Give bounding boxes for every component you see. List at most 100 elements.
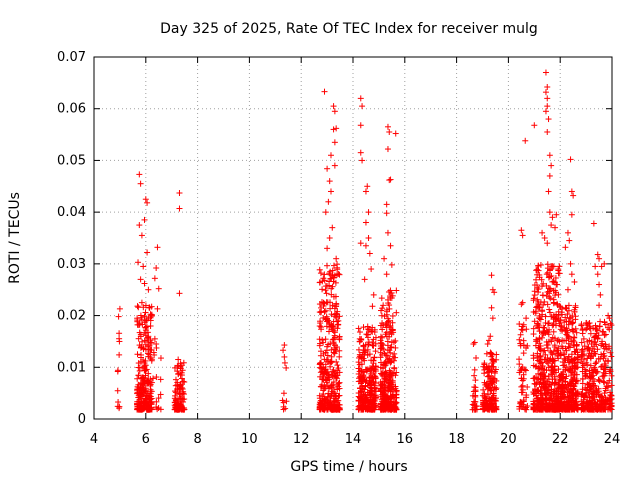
roti-point	[383, 394, 390, 401]
roti-point	[328, 275, 335, 282]
roti-point	[517, 342, 524, 349]
roti-point	[518, 227, 525, 234]
roti-point	[557, 317, 564, 324]
roti-point	[336, 347, 343, 354]
roti-point	[357, 122, 364, 129]
roti-point	[580, 335, 587, 342]
roti-point	[364, 323, 371, 330]
roti-point	[572, 325, 579, 332]
roti-point	[594, 335, 601, 342]
roti-point	[372, 363, 379, 370]
roti-point	[566, 237, 573, 244]
roti-point	[317, 400, 324, 407]
roti-point	[518, 366, 525, 373]
roti-point	[591, 396, 598, 403]
roti-point	[330, 103, 337, 110]
roti-point	[536, 328, 543, 335]
roti-point	[145, 286, 152, 293]
x-tick-label: 10	[241, 432, 258, 447]
roti-point	[141, 399, 148, 406]
roti-point	[516, 336, 523, 343]
roti-point	[384, 338, 391, 345]
roti-point	[598, 351, 605, 358]
roti-point	[540, 329, 547, 336]
roti-point	[180, 391, 187, 398]
roti-point	[578, 390, 585, 397]
roti-point	[594, 368, 601, 375]
roti-point	[142, 196, 149, 203]
roti-point	[283, 364, 290, 371]
roti-point	[600, 378, 607, 385]
roti-point	[384, 146, 391, 153]
roti-point	[523, 315, 530, 322]
roti-point	[378, 295, 385, 302]
roti-point	[330, 126, 337, 133]
roti-point	[157, 391, 164, 398]
roti-point	[516, 321, 523, 328]
roti-point	[567, 260, 574, 267]
roti-point	[377, 333, 384, 340]
roti-point	[518, 326, 525, 333]
roti-point	[371, 354, 378, 361]
roti-point	[564, 311, 571, 318]
roti-point	[388, 384, 395, 391]
roti-point	[391, 357, 398, 364]
roti-point	[484, 365, 491, 372]
roti-point	[135, 394, 142, 401]
roti-point	[492, 366, 499, 373]
roti-point	[318, 324, 325, 331]
roti-point	[172, 389, 179, 396]
roti-point	[541, 347, 548, 354]
roti-point	[385, 386, 392, 393]
roti-point	[524, 342, 531, 349]
roti-point	[518, 389, 525, 396]
roti-point	[322, 307, 329, 314]
roti-point	[368, 328, 375, 335]
roti-point	[568, 271, 575, 278]
roti-point	[360, 324, 367, 331]
roti-point	[543, 271, 550, 278]
roti-point	[486, 372, 493, 379]
roti-point	[596, 402, 603, 409]
roti-point	[386, 377, 393, 384]
roti-point	[493, 406, 500, 413]
roti-point	[580, 400, 587, 407]
roti-point	[598, 364, 605, 371]
roti-point	[326, 328, 333, 335]
roti-point	[359, 403, 366, 410]
roti-point	[548, 162, 555, 169]
roti-point	[537, 353, 544, 360]
roti-point	[583, 319, 590, 326]
roti-point	[540, 380, 547, 387]
roti-point	[571, 358, 578, 365]
roti-point	[383, 311, 390, 318]
roti-point	[537, 400, 544, 407]
roti-point	[597, 291, 604, 298]
roti-point	[570, 386, 577, 393]
roti-point	[322, 209, 329, 216]
roti-point	[137, 333, 144, 340]
roti-point	[602, 321, 609, 328]
roti-point	[148, 312, 155, 319]
roti-point	[579, 375, 586, 382]
roti-point	[583, 326, 590, 333]
roti-point	[138, 232, 145, 239]
roti-point	[542, 313, 549, 320]
roti-point	[555, 312, 562, 319]
roti-point	[533, 322, 540, 329]
roti-point	[545, 406, 552, 413]
roti-point	[535, 405, 542, 412]
roti-point	[331, 139, 338, 146]
roti-point	[546, 273, 553, 280]
roti-point	[389, 312, 396, 319]
roti-point	[547, 309, 554, 316]
roti-point	[586, 347, 593, 354]
roti-point	[393, 388, 400, 395]
roti-point	[280, 406, 287, 413]
roti-point	[606, 315, 613, 322]
roti-point	[574, 354, 581, 361]
roti-point	[578, 322, 585, 329]
roti-point	[578, 406, 585, 413]
roti-point	[361, 376, 368, 383]
roti-point	[535, 262, 542, 269]
